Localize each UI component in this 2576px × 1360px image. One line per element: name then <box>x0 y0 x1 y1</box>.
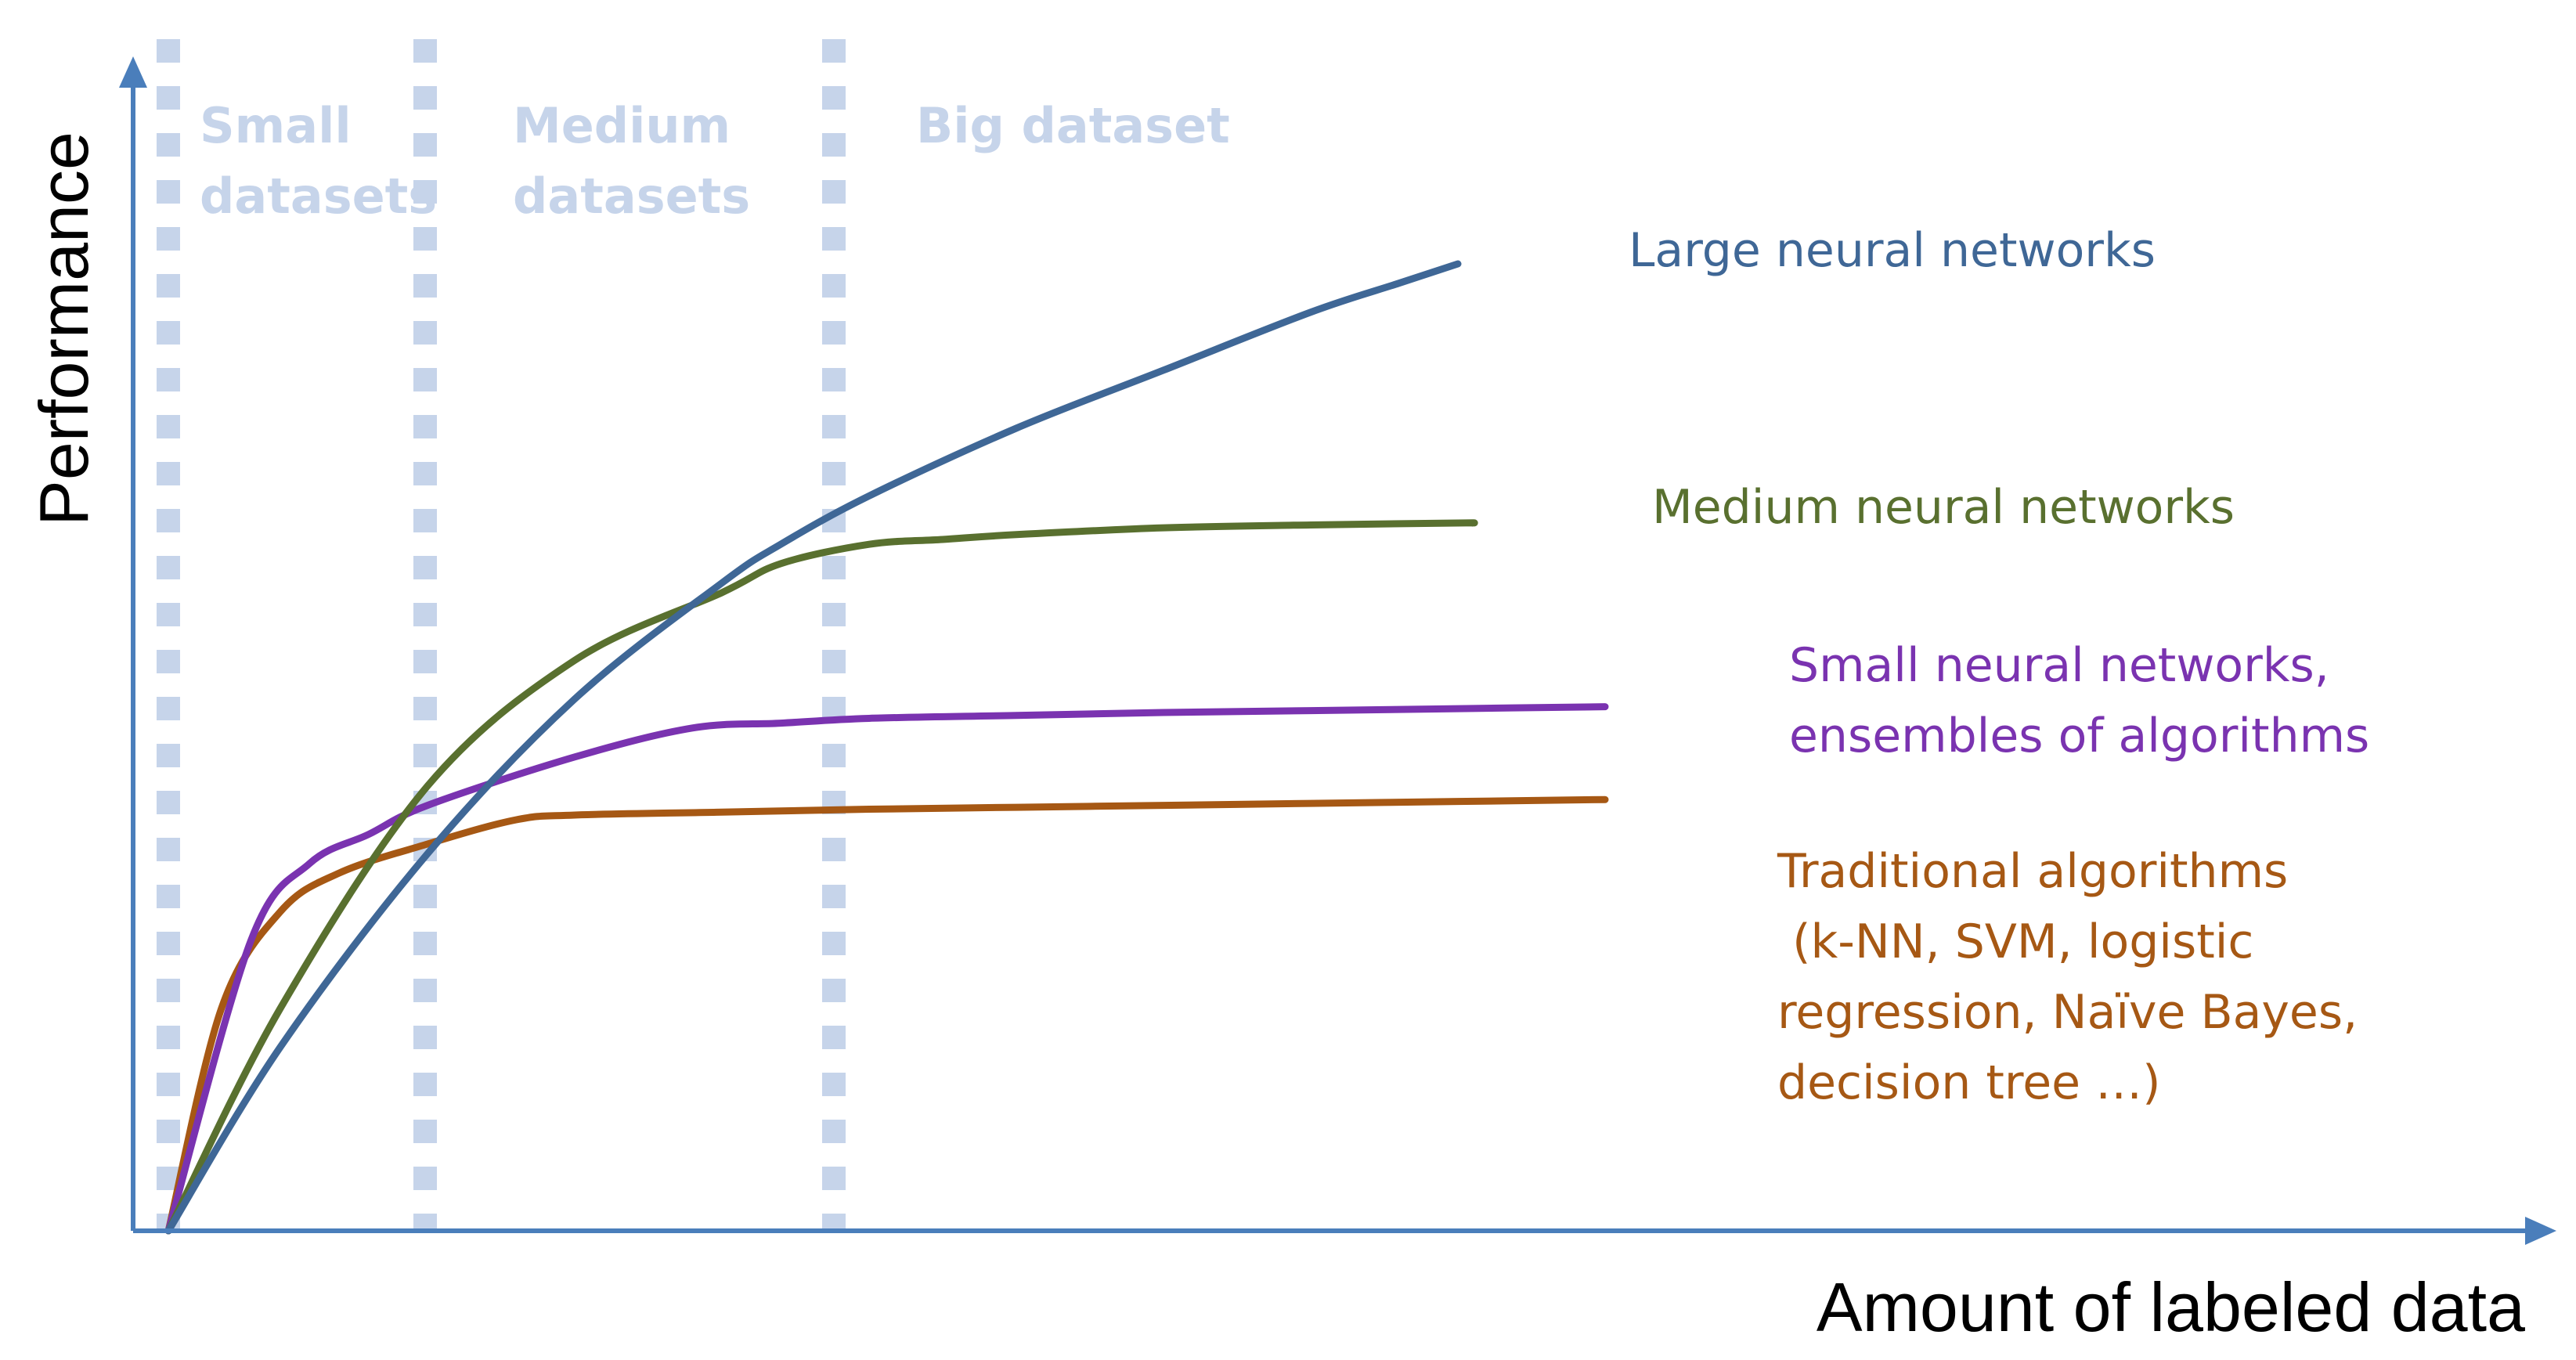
region-label-line: Small <box>200 97 352 154</box>
series-label-line: Small neural networks, <box>1789 638 2329 693</box>
series-label-line: regression, Naïve Bayes, <box>1777 985 2358 1040</box>
dataset-regions <box>157 39 846 1231</box>
series-line <box>164 519 1478 1235</box>
series-label-line: decision tree …) <box>1777 1055 2161 1110</box>
series-label-line: Traditional algorithms <box>1777 844 2288 899</box>
region-label-line: datasets <box>200 168 437 225</box>
x-axis-arrowhead <box>2525 1217 2556 1245</box>
region-label-line: datasets <box>513 168 750 225</box>
series-label: Small neural networks, ensembles of algor… <box>1789 638 2369 763</box>
axes <box>119 56 2556 1245</box>
region-label-line: Big dataset <box>916 97 1230 154</box>
region-label: Big dataset <box>916 97 1230 154</box>
series-label-line: ensembles of algorithms <box>1789 709 2369 763</box>
region-label-line: Medium <box>513 97 731 154</box>
y-axis-arrowhead <box>119 56 147 88</box>
y-axis-title: Performance <box>25 132 103 526</box>
series-label-line: (k-NN, SVM, logistic <box>1777 914 2253 969</box>
x-axis-title: Amount of labeled data <box>1817 1268 2525 1346</box>
series-line <box>164 703 1609 1235</box>
series-label: Large neural networks <box>1629 223 2156 278</box>
series-label: Medium neural networks <box>1652 480 2235 535</box>
region-label: Small datasets <box>200 97 437 225</box>
series-label-line: Large neural networks <box>1629 223 2156 278</box>
region-label: Medium datasets <box>513 97 750 225</box>
series-lines <box>164 260 1609 1235</box>
series-label-line: Medium neural networks <box>1652 480 2235 535</box>
labels: Small datasets Medium datasets Big dataset La… <box>25 97 2525 1346</box>
series-line <box>164 260 1462 1235</box>
series-label: Traditional algorithms (k-NN, SVM, logis… <box>1777 844 2358 1110</box>
series-line <box>164 795 1609 1235</box>
